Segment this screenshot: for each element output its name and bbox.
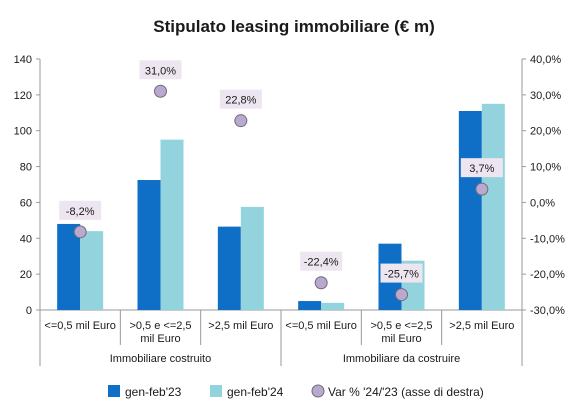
legend: gen-feb'23 gen-feb'24 Var % '24/'23 (asse … — [108, 384, 484, 399]
x-category-label: >0,5 e <=2,5 — [370, 320, 432, 332]
y-right-tick-label: 0,0% — [530, 197, 555, 209]
bar-gen-feb-23 — [298, 301, 322, 310]
variation-data-label: -8,2% — [66, 206, 95, 218]
legend-swatch — [210, 385, 222, 397]
variation-label-box — [139, 60, 182, 80]
y-right-tick-label: -10,0% — [530, 233, 565, 245]
x-category-label: mil Euro — [140, 333, 180, 345]
variation-point — [475, 182, 489, 196]
variation-label-box — [380, 263, 423, 283]
variation-point — [154, 84, 167, 98]
y-left-tick-label: 80 — [20, 162, 32, 174]
variation-label-box — [460, 158, 503, 178]
x-category-label: mil Euro — [381, 333, 421, 345]
y-left-tick-label: 40 — [20, 233, 32, 245]
x-category-label: >2,5 mil Euro — [449, 320, 514, 332]
variation-data-label: -22,4% — [304, 257, 339, 269]
chart-title: Stipulato leasing immobiliare (€ m) — [153, 17, 435, 36]
bar-gen-feb-23 — [57, 223, 81, 310]
variation-point — [234, 114, 248, 128]
variation-label-box — [59, 200, 102, 220]
x-category-label: <=0,5 mil Euro — [44, 320, 116, 332]
legend-label: gen-feb'24 — [227, 385, 284, 399]
bar-gen-feb-24 — [240, 206, 264, 310]
bar-gen-feb-24 — [481, 103, 505, 310]
y-left-tick-label: 60 — [20, 197, 32, 209]
y-left-tick-label: 0 — [26, 305, 32, 317]
y-right-tick-label: -30,0% — [530, 305, 565, 317]
legend-swatch — [311, 384, 325, 398]
variation-label-box — [300, 251, 343, 271]
variation-data-label: -25,7% — [384, 269, 419, 281]
y-right-tick-label: 40,0% — [530, 54, 561, 66]
bar-gen-feb-24 — [321, 302, 345, 310]
bar-gen-feb-23 — [217, 226, 241, 310]
legend-swatch — [108, 385, 120, 397]
y-left-tick-label: 20 — [20, 269, 32, 281]
bar-gen-feb-23 — [458, 110, 482, 310]
bar-gen-feb-24 — [160, 139, 184, 310]
variation-point — [314, 276, 328, 290]
x-category-label: >0,5 e <=2,5 — [129, 320, 191, 332]
variation-data-label: 31,0% — [145, 65, 176, 77]
x-group-label: Immobiliare costruito — [110, 353, 211, 365]
x-category-label: <=0,5 mil Euro — [285, 320, 357, 332]
bar-gen-feb-24 — [80, 231, 104, 310]
x-category-label: >2,5 mil Euro — [208, 320, 273, 332]
y-right-tick-label: 10,0% — [530, 162, 561, 174]
bars — [57, 103, 505, 310]
x-group-label: Immobiliare da costruire — [343, 353, 460, 365]
variation-point — [395, 288, 408, 302]
axes: 0 20 40 60 80 100 120 140 -30,0% -20,0% -10,0% 0,0%… — [14, 54, 565, 366]
legend-label: gen-feb'23 — [125, 385, 182, 399]
legend-label: Var % '24/'23 (asse di destra) — [328, 385, 484, 399]
y-right-tick-label: 30,0% — [530, 90, 561, 102]
variation-label-box — [219, 89, 262, 109]
y-right-tick-label: 20,0% — [530, 126, 561, 138]
y-right-tick-label: -20,0% — [530, 269, 565, 281]
variation-point — [73, 225, 87, 239]
bar-gen-feb-23 — [137, 180, 161, 310]
variation-data-label: 3,7% — [469, 163, 494, 175]
y-left-tick-label: 140 — [14, 54, 32, 66]
y-left-tick-label: 120 — [14, 90, 32, 102]
variation-points: -8,2% 31,0% 22,8% -22,4% -25,7% 3,7% — [59, 60, 503, 302]
variation-data-label: 22,8% — [225, 95, 256, 107]
y-left-tick-label: 100 — [14, 126, 32, 138]
